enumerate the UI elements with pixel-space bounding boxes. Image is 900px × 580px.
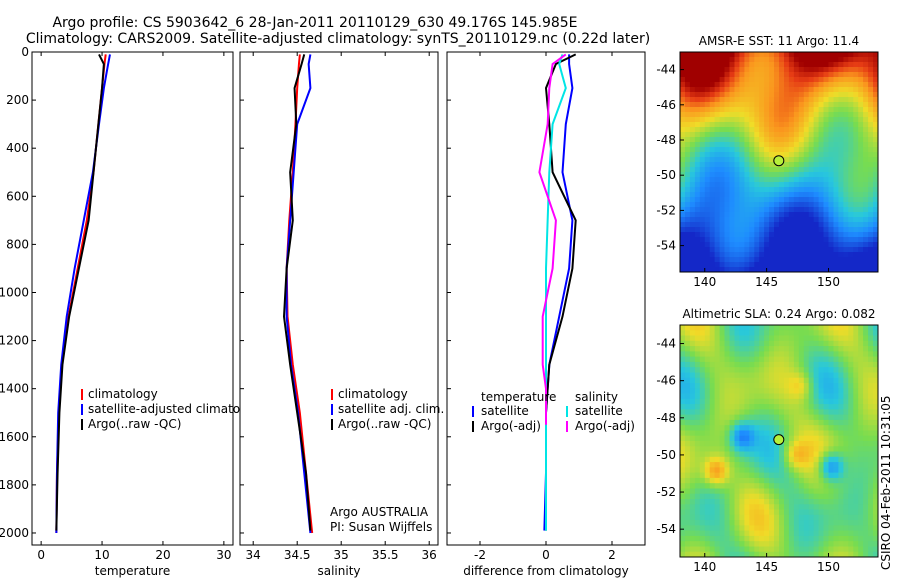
- map-field: [680, 52, 878, 272]
- header-line-2: Climatology: CARS2009. Satellite-adjuste…: [26, 31, 650, 47]
- series-line: [55, 54, 111, 533]
- plot-frame: [239, 51, 439, 546]
- legend-label: climatology: [338, 387, 408, 401]
- x-tick-label: 150: [817, 560, 840, 574]
- y-tick-label: -52: [656, 203, 676, 217]
- profile-panels: 0 10 20 30020040060080010001200140016001800…: [0, 45, 646, 578]
- y-tick-label: -46: [656, 98, 676, 112]
- header-line-1: Argo profile: CS 5903642_6 28-Jan-2011 2…: [52, 15, 577, 31]
- map-title: AMSR-E SST: 11 Argo: 11.4: [699, 34, 859, 48]
- legend-label: satellite: [481, 404, 529, 418]
- y-tick-label: 800: [6, 237, 29, 251]
- annotation-text: PI: Susan Wijffels: [330, 520, 432, 534]
- y-tick-label: -48: [656, 411, 676, 425]
- x-tick-label: 20: [155, 548, 170, 562]
- legend-label: satellite: [575, 404, 623, 418]
- map-frame: [679, 51, 879, 273]
- legend-label: Argo(-adj): [481, 419, 541, 433]
- x-tick-label: 35: [334, 548, 349, 562]
- y-tick-label: -54: [656, 522, 676, 536]
- legend-label: Argo(..raw -QC): [88, 417, 181, 431]
- x-tick-label: 140: [693, 560, 716, 574]
- profile-panel-2: 34 34.5 35 35.5 36 salinity climatologysatelli…: [239, 51, 444, 578]
- x-tick-label: 30: [216, 548, 231, 562]
- y-tick-label: 0: [21, 45, 29, 59]
- profile-panel-1: 0 10 20 30 0 200 400 600 800 1000 1200 1400 1600 1800…: [0, 45, 258, 578]
- y-tick-label: 1200: [0, 334, 29, 348]
- x-tick-label: 145: [755, 275, 778, 289]
- argo-position-marker: [773, 434, 785, 446]
- legend-label: Argo(-adj): [575, 419, 635, 433]
- y-tick-label: -44: [656, 337, 676, 351]
- x-tick-label: 10: [94, 548, 109, 562]
- y-tick-label: 200: [6, 93, 29, 107]
- legend-group-title: salinity: [575, 390, 618, 404]
- y-tick-label: 1400: [0, 382, 29, 396]
- x-tick-label: 36: [422, 548, 437, 562]
- x-tick-label: 140: [693, 275, 716, 289]
- y-tick-label: 1800: [0, 478, 29, 492]
- annotation-text: Argo AUSTRALIA: [330, 505, 429, 519]
- map-field: [680, 325, 878, 557]
- series-line: [538, 53, 567, 425]
- y-tick-label: -54: [656, 239, 676, 253]
- y-tick-label: -50: [656, 168, 676, 182]
- x-tick-label: 35.5: [372, 548, 399, 562]
- legend-label: Argo(..raw -QC): [338, 417, 431, 431]
- x-tick-label: 0: [37, 548, 45, 562]
- y-tick-label: 1000: [0, 285, 29, 299]
- legend-group-title: temperature: [481, 390, 556, 404]
- map-panel-2: 140 145 150 -44 -46 -48 -50 -52 -54 Altimetric SL…: [656, 307, 879, 574]
- x-tick-label: 150: [817, 275, 840, 289]
- y-tick-label: -46: [656, 374, 676, 388]
- y-tick-label: -44: [656, 63, 676, 77]
- x-axis-label: difference from climatology: [463, 564, 629, 578]
- map-frame: [679, 324, 879, 558]
- profile-panel-3: -2 0 2 difference from climatology temperatu…: [446, 51, 646, 578]
- map-panels: 140 145 150 -44 -46 -48 -50 -52 -54 AMSR-E SST: 1…: [656, 34, 879, 574]
- x-tick-label: 2: [608, 548, 616, 562]
- x-tick-label: 145: [755, 560, 778, 574]
- x-tick-label: 0: [542, 548, 550, 562]
- plot-frame: [31, 51, 234, 546]
- legend-label: satellite adj. clim.: [338, 402, 444, 416]
- x-tick-label: 34: [246, 548, 261, 562]
- y-tick-label: 600: [6, 189, 29, 203]
- legend-label: climatology: [88, 387, 158, 401]
- x-axis-label: temperature: [95, 564, 170, 578]
- legend-label: satellite-adjusted climatolog: [88, 402, 258, 416]
- map-panel-1: 140 145 150 -44 -46 -48 -50 -52 -54 AMSR-E SST: 1…: [656, 34, 879, 289]
- x-tick-label: 34.5: [284, 548, 311, 562]
- y-tick-label: 400: [6, 141, 29, 155]
- y-tick-label: 1600: [0, 430, 29, 444]
- series-line: [282, 54, 312, 531]
- y-tick-label: -50: [656, 448, 676, 462]
- x-axis-label: salinity: [317, 564, 360, 578]
- series-line: [55, 53, 105, 531]
- argo-position-marker: [773, 155, 785, 167]
- y-tick-label: -48: [656, 133, 676, 147]
- side-timestamp: CSIRO 04-Feb-2011 10:31:05: [879, 395, 893, 570]
- x-tick-label: -2: [474, 548, 486, 562]
- map-title: Altimetric SLA: 0.24 Argo: 0.082: [682, 307, 875, 321]
- y-tick-label: -52: [656, 485, 676, 499]
- y-tick-label: 2000: [0, 526, 29, 540]
